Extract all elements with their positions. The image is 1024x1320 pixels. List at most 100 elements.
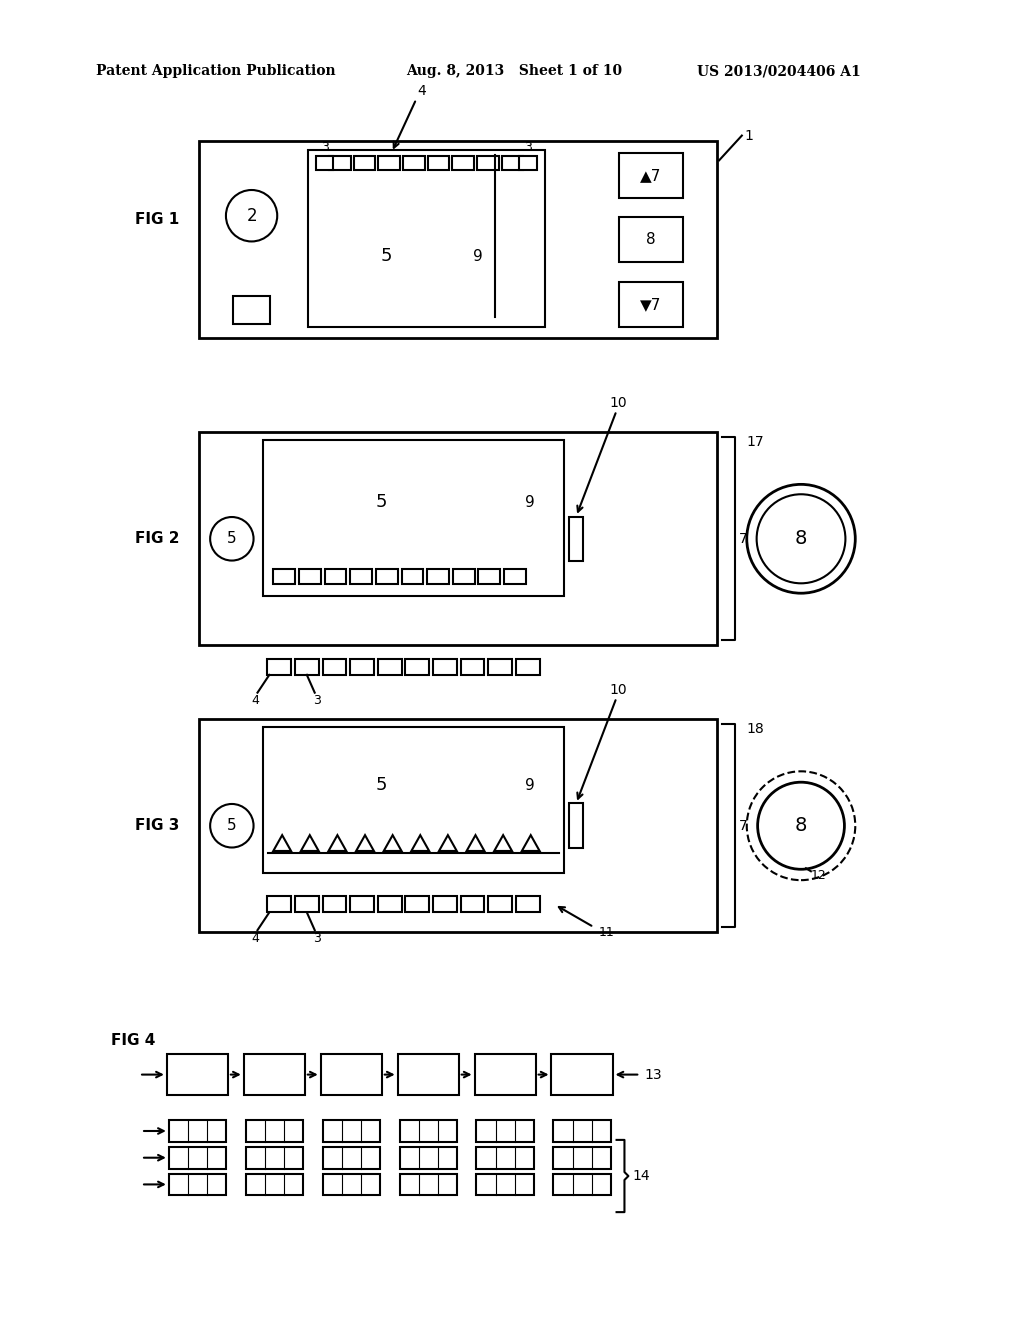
Bar [378,659,401,675]
Text: 1: 1 [744,128,754,143]
Text: 18: 18 [746,722,765,737]
Text: 10: 10 [609,396,628,409]
Bar [295,659,318,675]
Bar [476,1121,534,1142]
Text: 11: 11 [599,925,614,939]
Polygon shape [439,836,457,851]
Text: 5: 5 [227,818,237,833]
Text: 10: 10 [609,682,628,697]
Text: 3: 3 [524,141,531,154]
Text: 8: 8 [795,529,807,548]
Bar [350,659,374,675]
Circle shape [226,190,278,242]
Text: 3: 3 [312,694,321,708]
Text: 9: 9 [473,248,482,264]
Text: 4: 4 [417,84,426,98]
Text: 5: 5 [227,531,237,546]
Polygon shape [356,836,374,851]
Bar [399,1173,457,1196]
Circle shape [758,783,845,870]
Polygon shape [522,836,540,851]
Bar [376,569,397,583]
Text: ▼7: ▼7 [640,297,662,312]
Bar [350,896,374,912]
Text: 5: 5 [376,494,387,511]
Text: 13: 13 [644,1068,662,1081]
Bar [353,156,376,170]
Bar [618,153,683,198]
Bar [428,156,450,170]
Bar [516,896,540,912]
Bar [378,896,401,912]
Bar [476,1147,534,1168]
Text: 9: 9 [525,777,535,793]
Bar [263,727,564,873]
Text: 5: 5 [376,776,387,795]
Bar [569,516,583,561]
Text: 12: 12 [811,869,826,882]
Bar [169,1173,226,1196]
Bar [169,1121,226,1142]
Text: FIG 2: FIG 2 [135,531,179,546]
Bar [569,804,583,847]
Bar [167,1053,228,1096]
Bar [502,156,523,170]
Text: US 2013/0204406 A1: US 2013/0204406 A1 [697,65,861,78]
Bar [323,1147,380,1168]
Bar [323,1173,380,1196]
Bar [315,156,334,170]
Text: 9: 9 [525,495,535,510]
Bar [232,296,270,323]
Bar [378,156,400,170]
Bar [516,659,540,675]
Text: 7: 7 [739,818,748,833]
Bar [618,282,683,326]
Text: 2: 2 [246,207,257,224]
Text: ▲7: ▲7 [640,168,662,183]
Text: 3: 3 [312,932,321,945]
Bar [350,569,372,583]
Bar [323,1121,380,1142]
Bar [553,1121,610,1142]
Bar [399,1121,457,1142]
Bar [273,569,295,583]
Bar [461,659,484,675]
Polygon shape [329,836,346,851]
Circle shape [210,804,254,847]
Bar [476,1173,534,1196]
Polygon shape [273,836,291,851]
Text: Patent Application Publication: Patent Application Publication [95,65,335,78]
Bar [403,156,425,170]
Bar [427,569,449,583]
Bar [267,896,291,912]
Text: 8: 8 [795,816,807,836]
Bar [552,1053,612,1096]
Bar [244,1053,305,1096]
Bar [263,441,564,595]
Text: FIG 3: FIG 3 [135,818,179,833]
Bar [200,433,717,645]
Bar [246,1147,303,1168]
Bar [399,1147,457,1168]
Bar [308,150,545,326]
Polygon shape [384,836,401,851]
Bar [397,1053,459,1096]
Text: 17: 17 [746,436,764,449]
Bar [488,896,512,912]
Bar [200,140,717,338]
Bar [477,156,499,170]
Bar [478,569,500,583]
Bar [474,1053,536,1096]
Bar [406,896,429,912]
Bar [618,218,683,261]
Circle shape [746,484,855,593]
Bar [519,156,537,170]
Circle shape [210,517,254,561]
Bar [504,569,525,583]
Polygon shape [412,836,429,851]
Text: 14: 14 [633,1170,650,1183]
Text: FIG 4: FIG 4 [111,1034,155,1048]
Text: 8: 8 [646,232,655,247]
Text: 3: 3 [321,141,329,154]
Bar [488,659,512,675]
